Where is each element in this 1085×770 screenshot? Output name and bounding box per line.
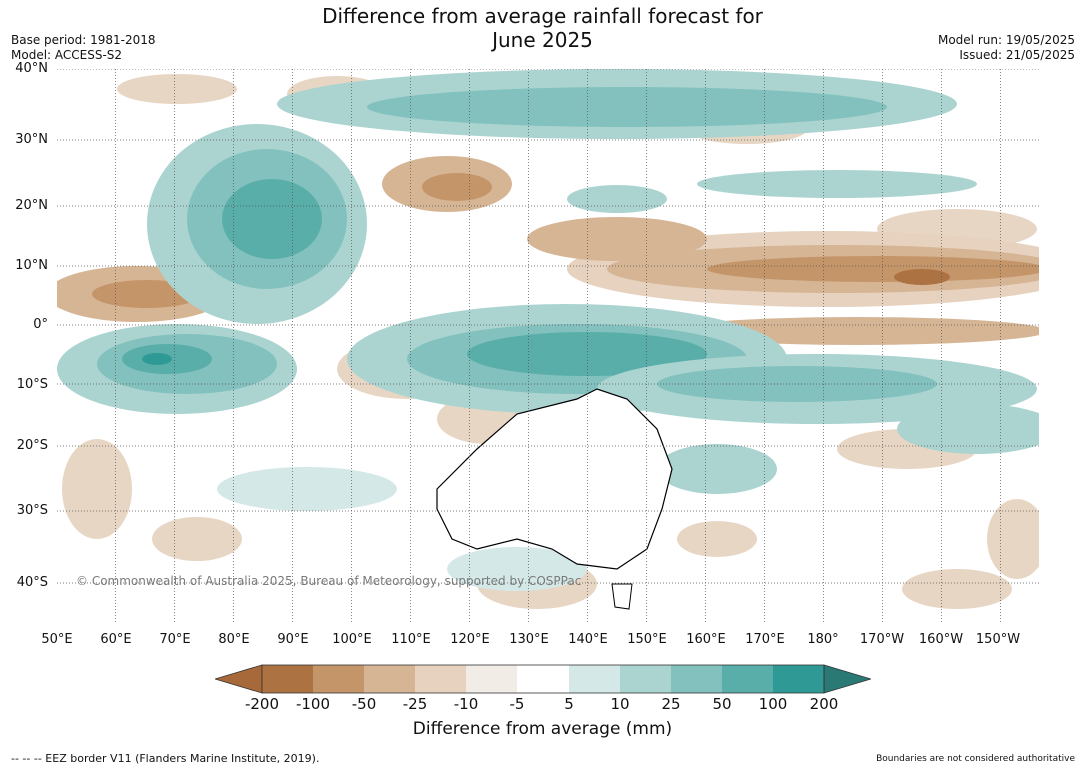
colorbar-swatch bbox=[722, 665, 773, 693]
colorbar-swatch bbox=[415, 665, 466, 693]
colorbar-tick: 10 bbox=[610, 695, 630, 713]
colorbar-swatch bbox=[466, 665, 517, 693]
meta-left: Base period: 1981-2018 Model: ACCESS-S2 bbox=[11, 33, 156, 63]
colorbar-swatch bbox=[517, 665, 569, 693]
eez-border-note: -- -- -- EEZ border V11 (Flanders Marine… bbox=[11, 752, 320, 765]
colorbar-tick: 5 bbox=[564, 695, 574, 713]
lat-label: 40°S bbox=[16, 575, 48, 590]
colorbar bbox=[213, 664, 873, 698]
lon-label: 160°E bbox=[686, 632, 726, 647]
gridlines bbox=[57, 69, 1039, 624]
lon-label: 90°E bbox=[277, 632, 309, 647]
australia-outline bbox=[436, 388, 673, 570]
lat-label: 20°S bbox=[16, 438, 48, 453]
colorbar-high-arrow bbox=[823, 664, 873, 694]
lon-label: 170°W bbox=[859, 632, 905, 647]
colorbar-swatch bbox=[569, 665, 620, 693]
lon-label: 110°E bbox=[391, 632, 431, 647]
lon-label: 130°E bbox=[509, 632, 549, 647]
colorbar-swatch bbox=[773, 665, 824, 693]
lat-label: 40°N bbox=[15, 61, 48, 76]
rainfall-map bbox=[57, 69, 1039, 624]
title-line-1: Difference from average rainfall forecas… bbox=[322, 4, 763, 28]
colorbar-swatch bbox=[620, 665, 671, 693]
colorbar-svg bbox=[213, 664, 873, 694]
colorbar-swatch bbox=[671, 665, 722, 693]
lat-label: 30°S bbox=[16, 503, 48, 518]
map-svg bbox=[57, 69, 1039, 624]
title-line-2: June 2025 bbox=[492, 28, 593, 52]
colorbar-tick: 50 bbox=[712, 695, 732, 713]
lat-label: 30°N bbox=[15, 132, 48, 147]
lon-label: 80°E bbox=[218, 632, 250, 647]
colorbar-tick: -50 bbox=[351, 695, 377, 713]
lat-label: 0° bbox=[33, 317, 48, 332]
colorbar-low-arrow bbox=[213, 664, 263, 694]
lat-label: 20°N bbox=[15, 198, 48, 213]
lon-label: 170°E bbox=[745, 632, 785, 647]
lon-label: 70°E bbox=[159, 632, 191, 647]
colorbar-label: Difference from average (mm) bbox=[412, 719, 673, 739]
lon-label: 180° bbox=[807, 632, 839, 647]
boundaries-disclaimer: Boundaries are not considered authoritat… bbox=[876, 754, 1075, 764]
model-name: Model: ACCESS-S2 bbox=[11, 48, 123, 62]
colorbar-border bbox=[261, 664, 825, 694]
lon-label: 120°E bbox=[450, 632, 490, 647]
lon-label: 150°W bbox=[975, 632, 1021, 647]
issued-date: Issued: 21/05/2025 bbox=[959, 48, 1075, 62]
lon-label: 100°E bbox=[332, 632, 372, 647]
base-period: Base period: 1981-2018 bbox=[11, 33, 156, 47]
map-title: Difference from average rainfall forecas… bbox=[0, 4, 1085, 52]
copyright-notice: © Commonwealth of Australia 2025, Bureau… bbox=[76, 574, 582, 588]
colorbar-swatch bbox=[262, 665, 313, 693]
colorbar-tick: -200 bbox=[244, 695, 280, 713]
colorbar-swatch bbox=[364, 665, 415, 693]
lon-label: 160°W bbox=[918, 632, 964, 647]
wet-areas bbox=[57, 69, 1039, 591]
colorbar-tick: 25 bbox=[661, 695, 681, 713]
tasmania-outline bbox=[611, 583, 633, 610]
colorbar-tick: -5 bbox=[509, 695, 525, 713]
model-run: Model run: 19/05/2025 bbox=[937, 33, 1075, 47]
meta-right: Model run: 19/05/2025 Issued: 21/05/2025 bbox=[938, 33, 1075, 63]
lon-label: 150°E bbox=[627, 632, 667, 647]
colorbar-tick: 200 bbox=[809, 695, 839, 713]
lat-label: 10°S bbox=[16, 377, 48, 392]
colorbar-swatch bbox=[313, 665, 364, 693]
lon-label: 50°E bbox=[41, 632, 73, 647]
lat-label: 10°N bbox=[15, 258, 48, 273]
colorbar-tick: -25 bbox=[402, 695, 428, 713]
lon-label: 60°E bbox=[100, 632, 132, 647]
colorbar-tick: -10 bbox=[453, 695, 479, 713]
colorbar-tick: -100 bbox=[295, 695, 331, 713]
lon-label: 140°E bbox=[568, 632, 608, 647]
colorbar-tick: 100 bbox=[758, 695, 788, 713]
